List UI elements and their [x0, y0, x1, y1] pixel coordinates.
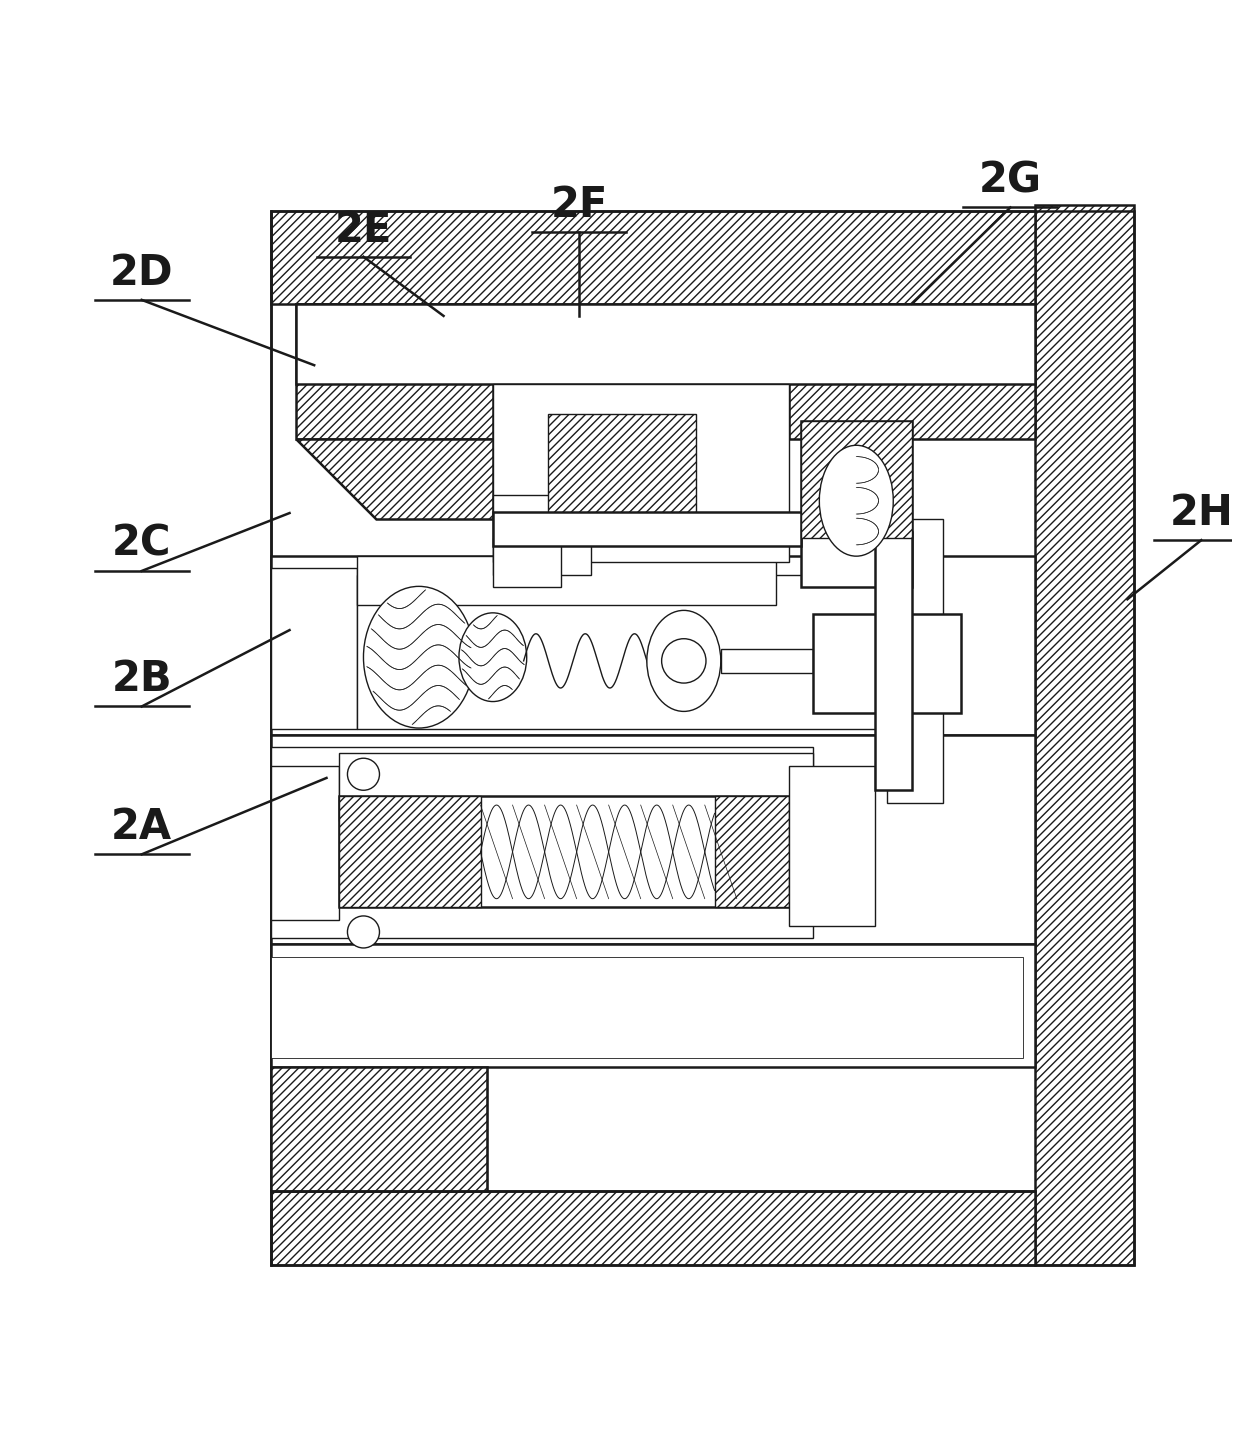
Bar — [272, 211, 1035, 303]
Bar — [272, 944, 1035, 1068]
Bar — [272, 766, 339, 919]
Bar — [272, 747, 813, 938]
Bar — [272, 568, 357, 728]
Bar — [874, 532, 911, 790]
Text: 2G: 2G — [978, 159, 1042, 201]
Circle shape — [347, 916, 379, 948]
Circle shape — [347, 759, 379, 790]
Bar — [492, 494, 591, 575]
Bar — [295, 303, 1035, 384]
Bar — [789, 303, 1035, 439]
Ellipse shape — [647, 610, 720, 711]
Bar — [1035, 205, 1133, 1264]
Bar — [272, 957, 1023, 1058]
Bar — [492, 538, 560, 587]
Text: 2B: 2B — [112, 659, 172, 701]
Ellipse shape — [459, 613, 527, 702]
Circle shape — [662, 639, 706, 683]
Bar — [272, 1191, 1035, 1264]
Bar — [813, 614, 961, 712]
Text: 2D: 2D — [110, 251, 174, 293]
Polygon shape — [295, 439, 492, 519]
Text: 2C: 2C — [112, 523, 171, 565]
Text: 2H: 2H — [1169, 493, 1234, 535]
Bar — [272, 1068, 486, 1191]
Bar — [272, 556, 1035, 736]
Ellipse shape — [363, 587, 475, 728]
Bar — [887, 519, 942, 802]
Bar — [492, 384, 789, 562]
Ellipse shape — [820, 445, 893, 556]
Text: 2F: 2F — [551, 184, 608, 225]
Bar — [801, 420, 911, 538]
Bar — [295, 303, 492, 439]
Bar — [339, 796, 481, 907]
Bar — [272, 736, 1035, 944]
Bar — [357, 575, 899, 728]
Bar — [720, 649, 813, 673]
Bar — [801, 420, 911, 587]
Bar — [339, 796, 807, 907]
Bar — [339, 753, 813, 821]
Bar — [492, 512, 801, 546]
Bar — [548, 415, 696, 519]
Bar — [357, 556, 776, 605]
Bar — [789, 766, 874, 926]
Text: 2E: 2E — [335, 208, 392, 250]
Bar — [714, 796, 789, 907]
Text: 2A: 2A — [112, 806, 172, 848]
Bar — [272, 211, 1133, 1264]
